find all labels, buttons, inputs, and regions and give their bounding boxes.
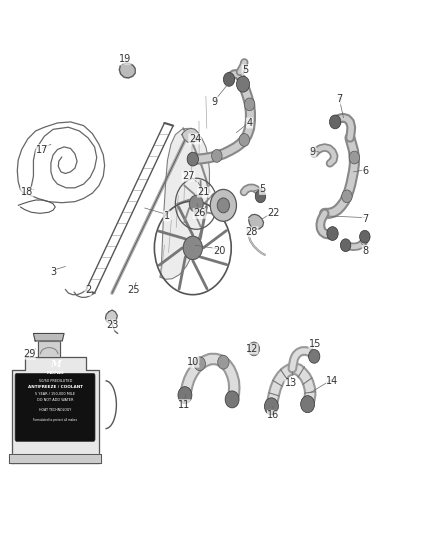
Circle shape (244, 98, 255, 111)
Text: 22: 22 (267, 208, 280, 219)
Text: 16: 16 (268, 410, 280, 421)
Circle shape (183, 236, 202, 260)
Text: 6: 6 (362, 166, 368, 176)
Polygon shape (10, 454, 101, 463)
Circle shape (237, 76, 250, 92)
Text: 2: 2 (85, 286, 91, 295)
Polygon shape (12, 357, 99, 463)
Text: 29: 29 (23, 349, 35, 359)
Text: 5: 5 (242, 65, 248, 75)
Circle shape (248, 342, 260, 356)
Circle shape (189, 195, 203, 212)
Circle shape (217, 198, 230, 213)
Circle shape (194, 357, 205, 370)
Circle shape (225, 391, 239, 408)
Text: 15: 15 (309, 338, 321, 349)
Polygon shape (249, 214, 264, 229)
Circle shape (178, 386, 192, 403)
Text: 5 YEAR / 150,000 MILE: 5 YEAR / 150,000 MILE (35, 392, 75, 396)
Text: 9: 9 (310, 147, 316, 157)
Text: ANTIFREEZE / COOLANT: ANTIFREEZE / COOLANT (28, 385, 83, 389)
Circle shape (300, 395, 314, 413)
Circle shape (329, 115, 341, 129)
Circle shape (239, 134, 250, 147)
Text: M: M (50, 360, 60, 369)
Circle shape (342, 190, 352, 203)
Circle shape (308, 350, 320, 364)
Text: 24: 24 (189, 134, 201, 144)
Text: 5: 5 (260, 184, 266, 195)
Text: HOAT TECHNOLOGY: HOAT TECHNOLOGY (39, 408, 71, 412)
Text: 14: 14 (326, 376, 339, 386)
Text: 50/50 PREDILUTED: 50/50 PREDILUTED (39, 379, 72, 383)
FancyBboxPatch shape (15, 373, 95, 441)
Circle shape (187, 152, 198, 166)
Circle shape (265, 398, 279, 415)
Circle shape (218, 356, 229, 369)
Text: 19: 19 (119, 54, 131, 64)
Circle shape (360, 230, 370, 243)
Text: 7: 7 (336, 94, 342, 104)
Text: 10: 10 (187, 357, 199, 367)
Text: 11: 11 (178, 400, 190, 410)
Text: 12: 12 (246, 344, 258, 354)
Circle shape (327, 227, 338, 240)
Polygon shape (160, 128, 209, 279)
Text: 1: 1 (163, 211, 170, 221)
Circle shape (223, 72, 235, 86)
Text: 4: 4 (247, 118, 253, 128)
Polygon shape (106, 310, 117, 324)
Polygon shape (33, 334, 64, 341)
Text: 21: 21 (198, 187, 210, 197)
Circle shape (340, 239, 351, 252)
Text: 28: 28 (246, 227, 258, 237)
Text: 25: 25 (127, 286, 140, 295)
Polygon shape (38, 341, 60, 357)
Text: DO NOT ADD WATER: DO NOT ADD WATER (37, 399, 74, 402)
Text: 9: 9 (212, 96, 218, 107)
Text: Formulated to protect all makes: Formulated to protect all makes (33, 417, 77, 422)
Text: 3: 3 (50, 267, 56, 277)
Text: MOPAR: MOPAR (46, 371, 64, 375)
Circle shape (349, 151, 360, 164)
Text: 26: 26 (193, 208, 205, 219)
Circle shape (210, 189, 237, 221)
Circle shape (212, 150, 222, 163)
Polygon shape (182, 128, 199, 143)
Text: 27: 27 (182, 171, 194, 181)
Text: 8: 8 (362, 246, 368, 255)
Text: 13: 13 (285, 378, 297, 389)
Text: 7: 7 (362, 214, 368, 224)
Polygon shape (120, 63, 135, 78)
Text: 23: 23 (106, 320, 118, 330)
Text: 18: 18 (21, 187, 33, 197)
Text: 17: 17 (36, 144, 48, 155)
Circle shape (255, 190, 266, 203)
Text: 20: 20 (213, 246, 225, 255)
